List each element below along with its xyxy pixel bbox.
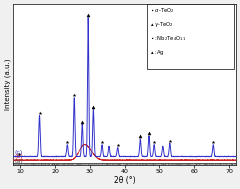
X-axis label: 2θ (°): 2θ (°) xyxy=(114,176,135,185)
Text: (b): (b) xyxy=(14,154,23,159)
Text: $\blacktriangle$ $\gamma$-TeO$_2$: $\blacktriangle$ $\gamma$-TeO$_2$ xyxy=(150,20,174,29)
Text: (c): (c) xyxy=(14,150,23,155)
Y-axis label: Intensity (a.u.): Intensity (a.u.) xyxy=(4,59,11,111)
Bar xyxy=(147,4,234,69)
Text: $\bullet$$\alpha$-TeO$_2$: $\bullet$$\alpha$-TeO$_2$ xyxy=(151,9,176,18)
Text: $\blacktriangle$$\gamma$-TeO$_2$: $\blacktriangle$$\gamma$-TeO$_2$ xyxy=(151,23,174,33)
Text: $\blacktriangle$ :Ag: $\blacktriangle$ :Ag xyxy=(150,48,165,57)
Text: $\bullet$ :Nb$_2$Te$_4$O$_{11}$: $\bullet$ :Nb$_2$Te$_4$O$_{11}$ xyxy=(150,34,186,43)
Text: $\blacktriangle$:Ag: $\blacktriangle$:Ag xyxy=(151,53,165,61)
Text: $\bullet$:Nb$_2$Te$_4$O$_{11}$: $\bullet$:Nb$_2$Te$_4$O$_{11}$ xyxy=(151,38,187,47)
Text: (a): (a) xyxy=(14,159,23,164)
Text: $\bullet$ $\alpha$-TeO$_2$: $\bullet$ $\alpha$-TeO$_2$ xyxy=(150,7,175,15)
